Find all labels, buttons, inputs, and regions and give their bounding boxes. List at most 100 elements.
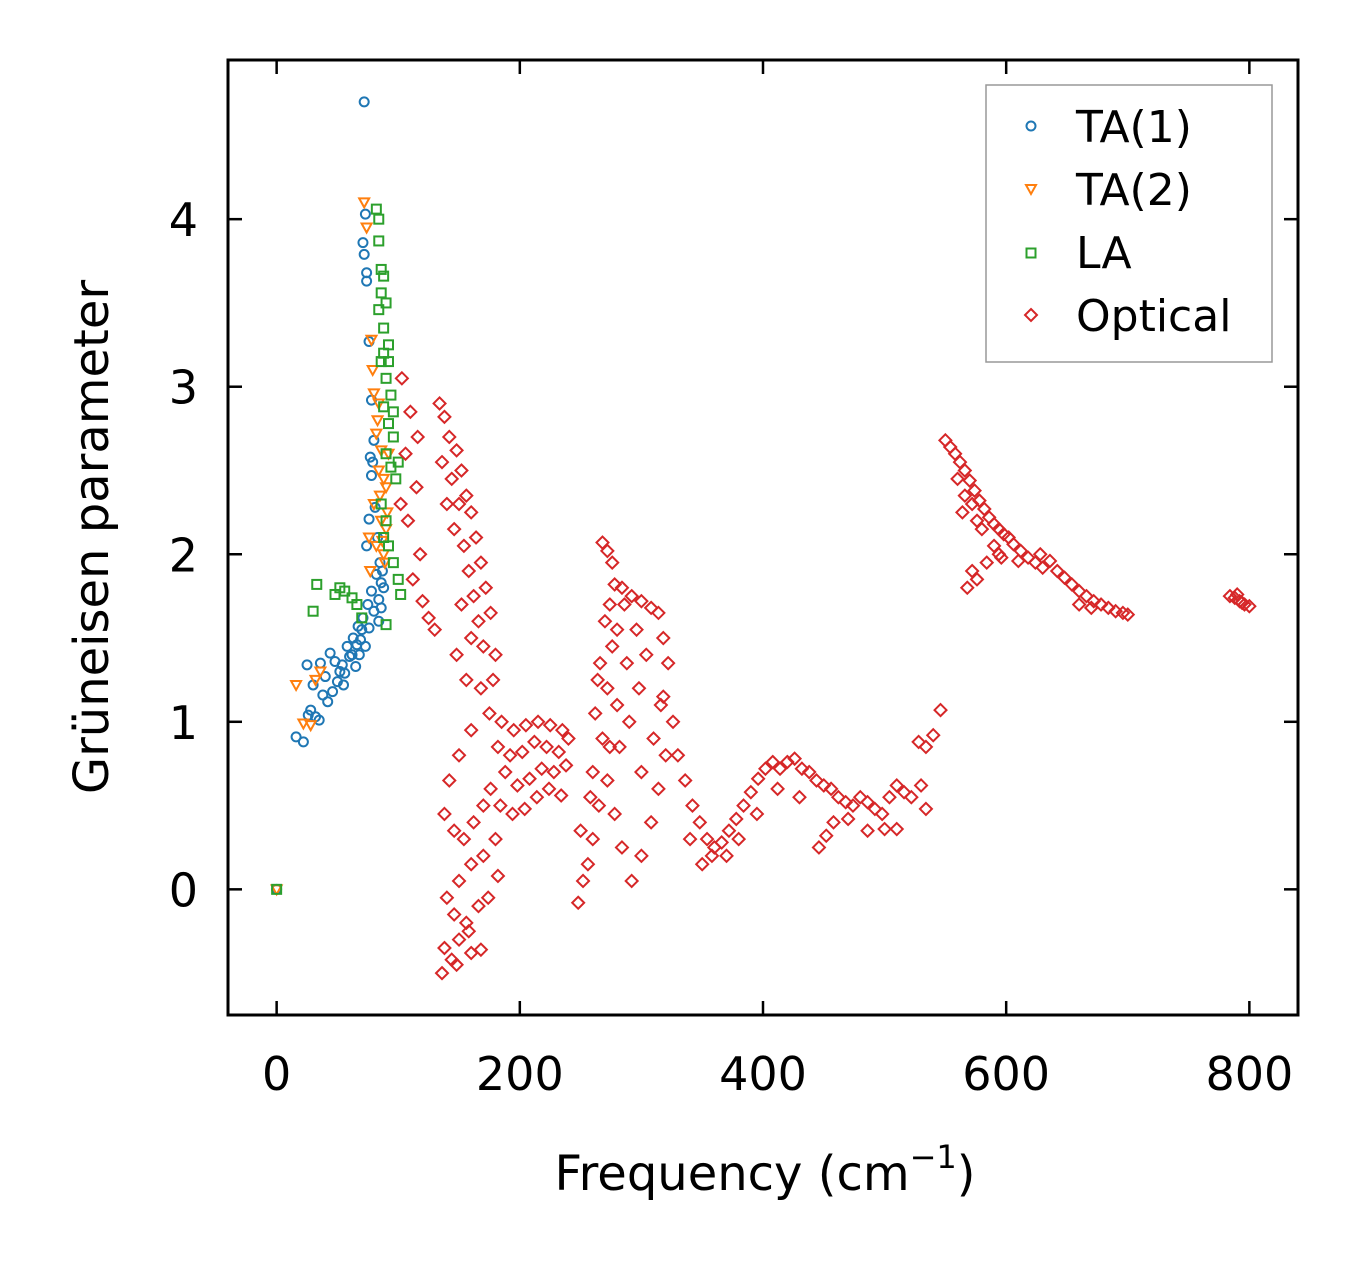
data-point — [369, 501, 381, 513]
data-point — [658, 747, 674, 763]
data-point — [353, 649, 365, 661]
data-point — [359, 222, 374, 235]
data-point — [373, 213, 385, 225]
data-point — [823, 781, 839, 797]
data-point — [362, 599, 374, 611]
data-point — [809, 773, 824, 788]
data-point — [458, 672, 474, 688]
data-point — [957, 463, 973, 478]
data-point — [373, 304, 385, 316]
y-tick-label: 3 — [169, 361, 198, 415]
data-point — [405, 571, 421, 587]
data-point — [889, 778, 905, 793]
data-point — [838, 794, 854, 810]
data-point — [595, 731, 610, 746]
data-point — [387, 431, 399, 443]
data-point — [365, 364, 380, 378]
data-point — [466, 814, 482, 830]
data-point — [393, 496, 409, 512]
data-point — [301, 659, 313, 671]
data-point — [704, 848, 720, 864]
data-point — [369, 540, 384, 553]
data-point — [307, 605, 319, 617]
data-point — [331, 676, 343, 688]
data-point — [599, 773, 615, 788]
data-point — [468, 530, 484, 545]
data-point — [379, 482, 393, 495]
data-point — [392, 573, 404, 585]
data-point — [350, 661, 362, 673]
y-tick-label: 1 — [169, 696, 198, 750]
data-point — [375, 498, 387, 510]
data-point — [359, 640, 371, 652]
legend-entry-optical: Optical — [1023, 291, 1231, 342]
data-point — [682, 831, 698, 847]
data-point — [621, 714, 637, 730]
data-point — [390, 473, 402, 485]
data-point — [592, 655, 608, 671]
data-point — [380, 515, 392, 527]
data-point — [993, 550, 1009, 566]
data-point — [458, 488, 474, 504]
data-point — [903, 789, 919, 805]
data-point — [860, 794, 875, 810]
x-tick-label: 200 — [476, 1047, 564, 1101]
data-point — [490, 739, 506, 755]
data-point — [378, 557, 392, 570]
data-point — [446, 521, 462, 537]
data-point — [896, 784, 912, 800]
data-point — [480, 890, 496, 906]
data-point — [670, 747, 686, 763]
data-point — [1093, 597, 1109, 612]
data-point — [451, 496, 467, 512]
data-point — [604, 638, 620, 654]
data-point — [488, 831, 503, 847]
data-point — [643, 600, 659, 616]
data-point — [446, 823, 462, 839]
data-point — [502, 747, 518, 763]
data-point — [456, 538, 472, 554]
data-point — [558, 757, 574, 773]
data-point — [412, 546, 428, 562]
data-point — [385, 389, 397, 401]
data-point — [375, 263, 387, 275]
data-point — [590, 672, 606, 688]
data-point — [370, 203, 382, 215]
data-point — [721, 823, 737, 839]
data-point — [609, 622, 625, 638]
data-point — [954, 504, 970, 520]
data-point — [874, 806, 890, 822]
data-point — [441, 773, 457, 788]
x-axis-title-text: Frequency (cm — [554, 1146, 909, 1202]
data-point — [369, 428, 384, 441]
data-point — [882, 789, 897, 805]
legend-entry-ta2: TA(2) — [1024, 165, 1192, 216]
data-point — [599, 543, 615, 559]
data-point — [313, 714, 325, 726]
data-point — [575, 873, 591, 889]
data-point — [378, 322, 390, 334]
data-point — [694, 856, 710, 872]
data-point — [699, 831, 715, 847]
data-point — [361, 540, 373, 552]
data-point — [372, 398, 386, 411]
data-point — [546, 764, 562, 780]
data-point — [432, 396, 447, 411]
series-ta-2 — [269, 197, 396, 897]
data-point — [461, 923, 477, 939]
data-point — [591, 798, 607, 813]
data-point — [911, 734, 927, 750]
x-tick-label: 400 — [719, 1047, 807, 1101]
y-tick-label: 4 — [169, 193, 198, 247]
data-point — [441, 429, 457, 445]
data-point — [554, 722, 570, 738]
x-axis-title-close: ) — [957, 1146, 976, 1202]
data-point — [561, 731, 576, 746]
data-point — [463, 504, 479, 520]
data-point — [492, 798, 508, 813]
data-point — [392, 456, 404, 468]
data-point — [867, 801, 883, 817]
series-la — [271, 203, 407, 895]
data-point — [539, 739, 554, 755]
